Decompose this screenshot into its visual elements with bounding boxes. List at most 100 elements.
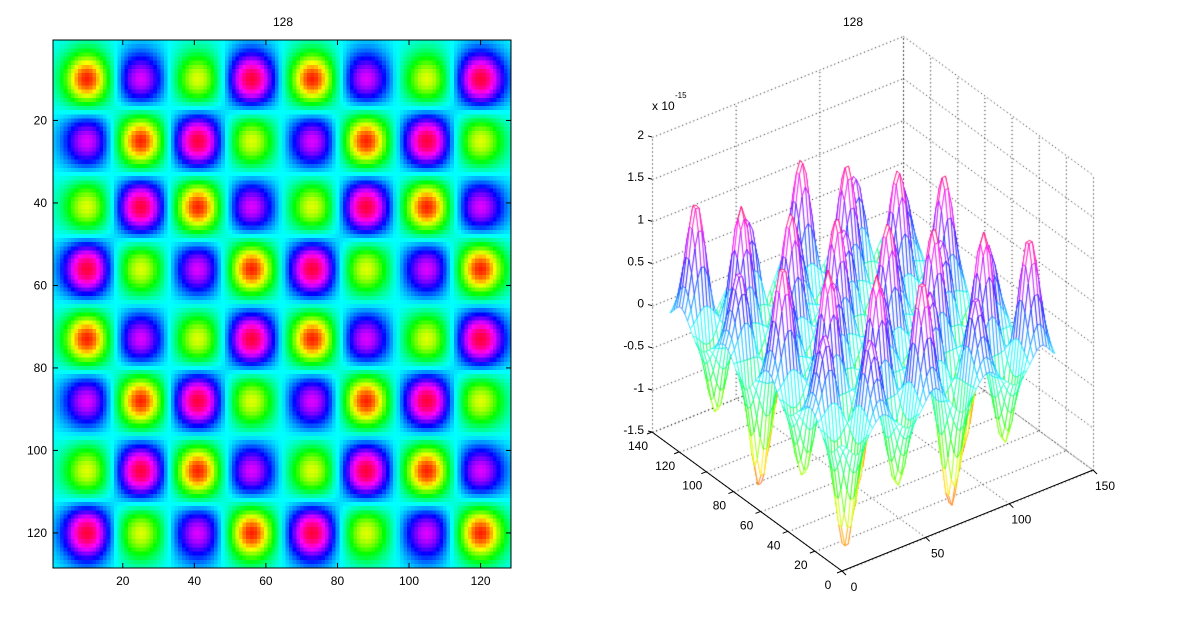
y-tick-label: 80 (34, 361, 48, 375)
y-axis-line (651, 431, 843, 572)
y-tick-label: 120 (655, 459, 675, 473)
heatmap-peak (298, 65, 326, 93)
heatmap-peak (127, 387, 155, 415)
heatmap-peak (127, 325, 155, 353)
z-tick-label: 1 (637, 212, 644, 226)
heatmap-peak (73, 325, 101, 353)
heatmap-peak (184, 325, 212, 353)
heatmap-peak (73, 387, 101, 415)
heatmap-peak (413, 255, 441, 283)
z-tick-mark (647, 304, 653, 307)
z-multiplier-base: x 10 (652, 99, 675, 113)
heatmap-peak (238, 65, 266, 93)
heatmap-peak (127, 127, 155, 155)
heatmap-axes-box (52, 39, 512, 569)
y-tick-label: 60 (34, 278, 48, 292)
y-tick-mark (728, 491, 734, 495)
heatmap-peak (467, 127, 495, 155)
heatmap-peak (352, 193, 380, 221)
z-tick-mark (647, 177, 653, 180)
heatmap-peak (352, 457, 380, 485)
heatmap-peak (467, 193, 495, 221)
heatmap-peak (352, 325, 380, 353)
heatmap-axes: 20 40 60 80 100 120 20 40 60 80 100 120 (27, 39, 512, 588)
heatmap-peak (184, 457, 212, 485)
y-tick-label: 0 (825, 578, 832, 592)
heatmap-peak (467, 457, 495, 485)
heatmap-peak (73, 65, 101, 93)
x-tick-mark (925, 536, 931, 542)
y-tick-mark (755, 510, 761, 514)
heatmap-image (53, 40, 511, 568)
heatmap-peak (238, 519, 266, 547)
heatmap-peak (298, 325, 326, 353)
y-tick-mark (836, 570, 843, 574)
z-tick-label: 0.5 (627, 254, 644, 268)
y-tick-mark (809, 550, 816, 554)
y-tick-label: 40 (767, 538, 781, 552)
z-tick-mark (647, 388, 653, 391)
heatmap-peak (184, 255, 212, 283)
y-tick-mark (701, 471, 707, 475)
y-tick-label: 40 (34, 196, 48, 210)
y-tick-label: 100 (682, 479, 702, 493)
heatmap-peak (413, 193, 441, 221)
x-tick-label: 50 (931, 546, 945, 560)
x-tick-mark (841, 570, 847, 576)
heatmap-peak (298, 519, 326, 547)
x-tick-label: 60 (259, 574, 273, 588)
heatmap-peak (73, 519, 101, 547)
heatmap-peak (184, 193, 212, 221)
heatmap-peak (73, 127, 101, 155)
mesh-title: 128 (843, 15, 863, 29)
y-tick-label: 120 (27, 526, 47, 540)
heatmap-peak (467, 325, 495, 353)
heatmap-peak (238, 457, 266, 485)
heatmap-peak (352, 519, 380, 547)
heatmap-peak (127, 457, 155, 485)
heatmap-peak (467, 519, 495, 547)
x-tick-label: 150 (1095, 479, 1115, 493)
x-tick-label: 100 (399, 574, 419, 588)
y-tick-mark (646, 431, 653, 435)
z-tick-label: -0.5 (623, 339, 644, 353)
x-tick-label: 120 (471, 574, 491, 588)
z-tick-mark (647, 346, 653, 349)
z-tick-label: 1.5 (627, 170, 644, 184)
heatmap-peak (127, 519, 155, 547)
y-tick-mark (782, 530, 788, 534)
y-tick-label: 20 (34, 113, 48, 127)
heatmap-peak (184, 127, 212, 155)
heatmap-peak (413, 127, 441, 155)
heatmap-peak (298, 387, 326, 415)
heatmap-peak (298, 127, 326, 155)
x-tick-mark (1092, 469, 1098, 475)
heatmap-peak (127, 65, 155, 93)
heatmap-peak (184, 65, 212, 93)
y-tick-label: 80 (713, 499, 727, 513)
heatmap-title: 128 (273, 15, 293, 29)
x-tick-label: 80 (331, 574, 345, 588)
heatmap-peak (352, 65, 380, 93)
heatmap-peak (352, 255, 380, 283)
heatmap-peak (238, 193, 266, 221)
heatmap-peak (352, 387, 380, 415)
heatmap-peak (238, 127, 266, 155)
y-tick-label: 60 (740, 518, 754, 532)
x-tick-label: 20 (116, 574, 130, 588)
x-tick-label: 40 (188, 574, 202, 588)
y-tick-label: 100 (27, 443, 47, 457)
x-tick-label: 0 (851, 580, 858, 594)
heatmap-peak (413, 387, 441, 415)
mesh-axes: 0 50 100 150 0 20 40 60 80 100 120 140 -1.5 -1 -0.5 0 0.… (623, 128, 1115, 594)
heatmap-peak (298, 255, 326, 283)
heatmap-peak (238, 255, 266, 283)
z-multiplier-exponent: -15 (675, 91, 687, 100)
heatmap-peak (184, 519, 212, 547)
heatmap-peak (413, 457, 441, 485)
heatmap-peak (413, 325, 441, 353)
heatmap-peak (238, 325, 266, 353)
z-tick-label: -1 (633, 381, 644, 395)
